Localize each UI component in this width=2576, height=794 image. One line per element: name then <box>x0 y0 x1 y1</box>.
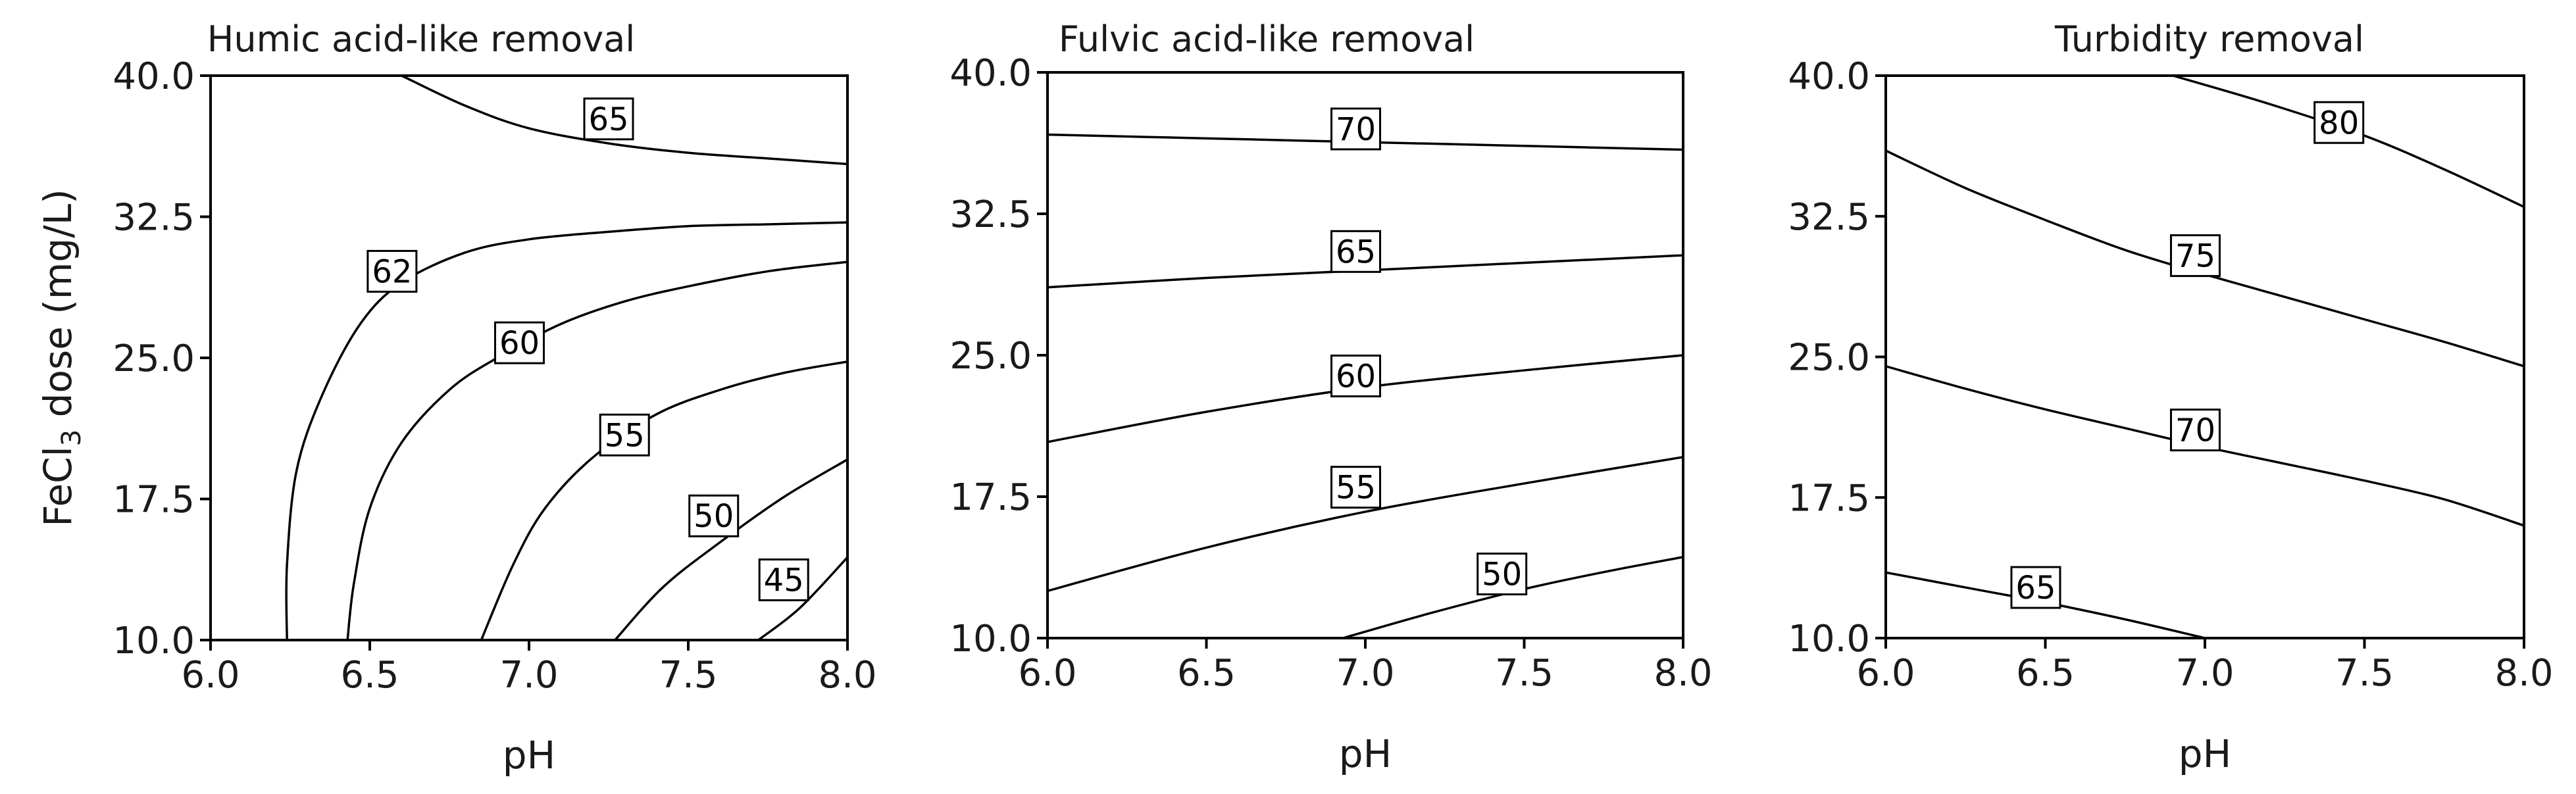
y-tick-label: 17.5 <box>949 476 1032 519</box>
y-tick-label: 25.0 <box>1788 337 1870 380</box>
chart-title: Fulvic acid-like removal <box>1059 18 1475 60</box>
chart-title: Humic acid-like removal <box>207 18 636 60</box>
contour-label-box <box>599 413 650 457</box>
contour-label: 75 <box>2175 238 2215 275</box>
panel-fulvic: Fulvic acid-like removal 6.0 6.5 7.0 7.5 8.0… <box>949 18 1712 776</box>
contour-label: 50 <box>1482 557 1522 593</box>
contour-label: 65 <box>588 101 628 138</box>
y-tick-label: 40.0 <box>949 52 1032 95</box>
chart-title: Turbidity removal <box>2054 18 2364 60</box>
x-tick-label: 7.5 <box>1495 652 1553 695</box>
y-tick-label: 25.0 <box>113 337 195 380</box>
contour-line-80 <box>2173 74 2525 209</box>
contour-label-layer: 80 75 70 65 <box>2010 101 2365 609</box>
contour-label-box <box>2010 566 2061 609</box>
contour-label-box <box>2169 234 2221 278</box>
y-tick-label: 17.5 <box>1788 477 1870 520</box>
y-tick-label: 10.0 <box>949 618 1032 660</box>
contour-label: 70 <box>2175 412 2215 449</box>
contour-label-box <box>1330 466 1382 509</box>
contour-label-box <box>2169 409 2221 452</box>
x-axis-label: pH <box>2179 732 2231 776</box>
y-tick-label: 10.0 <box>1788 618 1870 660</box>
plot-frame <box>209 74 849 641</box>
contour-label: 65 <box>1336 234 1376 270</box>
x-tick-label: 8.0 <box>1654 652 1712 695</box>
contour-label-box <box>1330 230 1382 273</box>
contour-label: 50 <box>694 498 734 535</box>
x-tick-label: 8.0 <box>818 654 876 697</box>
contour-label: 60 <box>1336 359 1376 395</box>
contour-label-box <box>688 494 740 537</box>
contour-layer <box>1885 74 2525 639</box>
y-tick-label: 32.5 <box>1788 196 1870 239</box>
x-tick-label: 7.0 <box>1336 652 1394 695</box>
x-tick-label: 6.0 <box>1856 652 1915 695</box>
x-tick-label: 7.0 <box>2175 652 2234 695</box>
x-tick-label: 7.5 <box>2335 652 2394 695</box>
tick-layer: 6.0 6.5 7.0 7.5 8.0 10.0 17.5 25.0 32.5 40.0 <box>113 55 876 697</box>
contour-label-layer: 70 65 60 55 50 <box>1330 107 1528 596</box>
contour-line-45 <box>757 556 849 641</box>
contour-label-box <box>2313 101 2365 144</box>
contour-label: 45 <box>764 562 804 599</box>
x-tick-label: 7.0 <box>499 654 558 697</box>
contour-label: 55 <box>1336 470 1376 507</box>
tick-layer: 6.0 6.5 7.0 7.5 8.0 10.0 17.5 25.0 32.5 40.0 <box>949 52 1712 695</box>
contour-line-50 <box>614 458 848 641</box>
contour-label-box <box>1477 553 1528 596</box>
y-tick-label: 17.5 <box>113 479 195 522</box>
x-tick-label: 8.0 <box>2494 652 2553 695</box>
contour-label-box <box>583 97 634 141</box>
y-axis-label: FeCl3 dose (mg/L) <box>36 189 87 526</box>
x-tick-label: 6.0 <box>1018 652 1076 695</box>
contour-label: 60 <box>499 325 540 362</box>
contour-label-box <box>493 321 545 364</box>
x-axis-label: pH <box>503 733 555 778</box>
x-tick-label: 6.0 <box>181 654 240 697</box>
y-tick-label: 10.0 <box>113 620 195 662</box>
contour-label: 65 <box>2015 570 2056 607</box>
contour-label: 62 <box>372 253 412 290</box>
y-tick-label: 40.0 <box>1788 55 1870 98</box>
y-tick-label: 32.5 <box>949 193 1032 236</box>
contour-layer <box>285 74 849 641</box>
y-tick-label: 40.0 <box>113 55 195 98</box>
contour-label-layer: 65 62 60 55 50 45 <box>366 97 809 601</box>
contour-label-box <box>758 558 809 601</box>
contour-line-55 <box>1047 456 1684 593</box>
x-tick-label: 6.5 <box>340 654 399 697</box>
x-tick-label: 7.5 <box>659 654 717 697</box>
tick-layer: 6.0 6.5 7.0 7.5 8.0 10.0 17.5 25.0 32.5 40.0 <box>1788 55 2553 695</box>
contour-label-box <box>366 249 418 293</box>
x-tick-label: 6.5 <box>2016 652 2075 695</box>
x-tick-label: 6.5 <box>1177 652 1236 695</box>
y-tick-label: 32.5 <box>113 197 195 239</box>
contour-label: 55 <box>605 417 645 454</box>
contour-line-65 <box>401 74 848 166</box>
plot-frame <box>1884 74 2525 639</box>
plot-frame <box>1046 71 1684 639</box>
contour-line-62 <box>285 221 848 641</box>
contour-label-box <box>1330 355 1382 398</box>
x-axis-label: pH <box>1339 732 1392 776</box>
contour-label: 70 <box>1336 111 1376 148</box>
contour-label-box <box>1330 107 1382 151</box>
panel-turbidity: Turbidity removal 6.0 6.5 7.0 7.5 8.0 10.0 17.… <box>1788 18 2553 776</box>
panel-humic: Humic acid-like removal 6.0 6.5 7.0 7.5 8.0 1… <box>36 18 877 778</box>
contour-label: 80 <box>2319 105 2359 141</box>
y-tick-label: 25.0 <box>949 335 1032 378</box>
